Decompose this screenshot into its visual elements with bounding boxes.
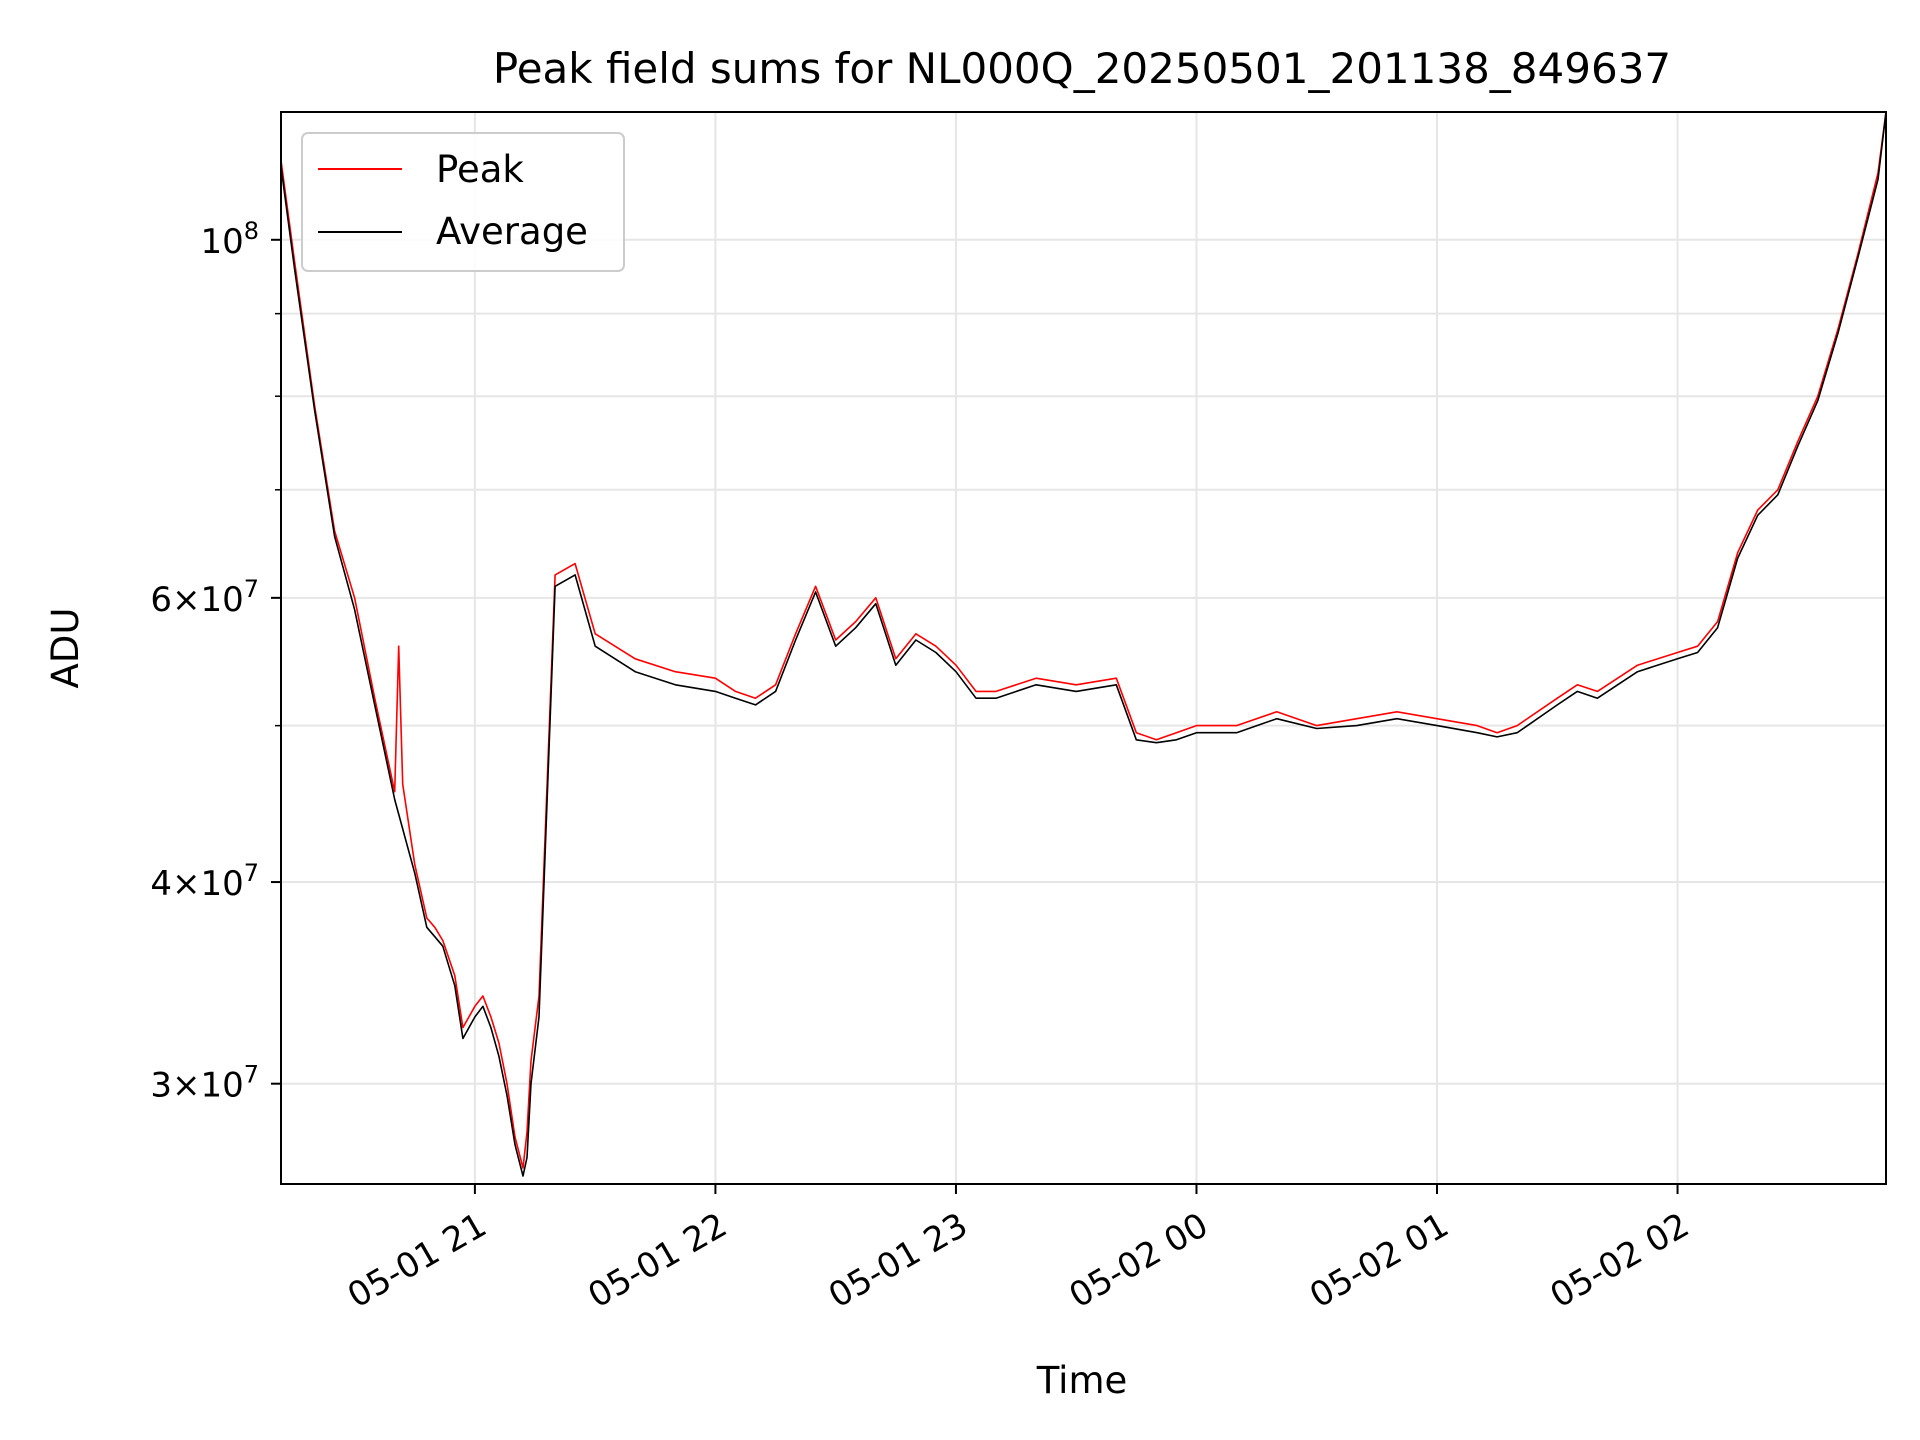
legend: Peak Average — [301, 132, 625, 272]
legend-label-peak: Peak — [436, 148, 524, 191]
y-tick-label: 6×107 — [150, 575, 259, 620]
y-tick-label: 3×107 — [150, 1061, 259, 1106]
legend-label-average: Average — [436, 210, 588, 253]
plot-area — [280, 111, 1887, 1177]
plot-frame — [280, 111, 1887, 1185]
y-tick-label: 4×107 — [150, 859, 259, 904]
y-axis-label: ADU — [44, 608, 87, 689]
grid — [281, 112, 1886, 1184]
x-axis-label: Time — [1036, 1359, 1128, 1402]
y-tick-label: 108 — [200, 217, 259, 262]
series-line-average — [280, 111, 1887, 1177]
y-axis-ticks: 3×107 4×107 6×107 108 — [150, 217, 281, 1106]
chart-title: Peak field sums for NL000Q_20250501_2011… — [493, 44, 1671, 93]
series-line-peak — [280, 111, 1887, 1169]
legend-box — [301, 132, 625, 272]
